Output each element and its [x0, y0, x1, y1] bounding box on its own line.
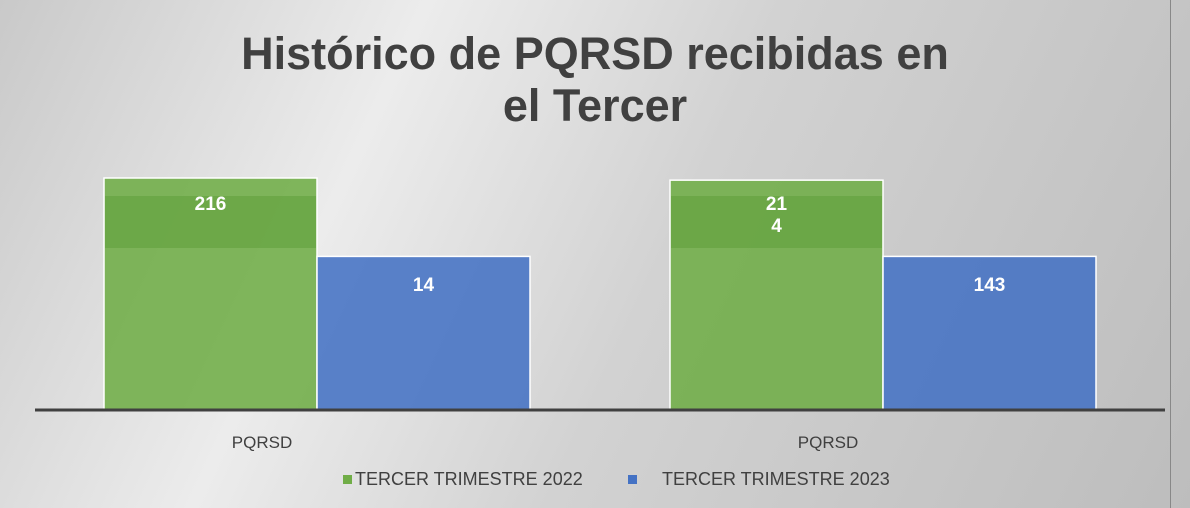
legend-label: TERCER TRIMESTRE 2023 — [662, 469, 890, 489]
legend-swatch — [628, 475, 637, 484]
label-band — [671, 196, 882, 248]
legend-swatch — [343, 475, 352, 484]
chart-title: Histórico de PQRSD recibidas en el Terce… — [241, 28, 949, 124]
data-label: 143 — [973, 275, 1006, 296]
x-tick-label: PQRSD — [797, 433, 859, 452]
bar — [882, 255, 1097, 411]
data-label: 14 — [412, 275, 435, 296]
legend-label: TERCER TRIMESTRE 2022 — [355, 469, 583, 489]
x-tick-label: PQRSD — [231, 433, 293, 452]
data-label: 216 — [194, 194, 227, 215]
bar — [316, 255, 531, 411]
frame-edge — [1170, 0, 1171, 508]
label-band — [105, 196, 316, 248]
data-label: 21 4 — [765, 194, 788, 237]
